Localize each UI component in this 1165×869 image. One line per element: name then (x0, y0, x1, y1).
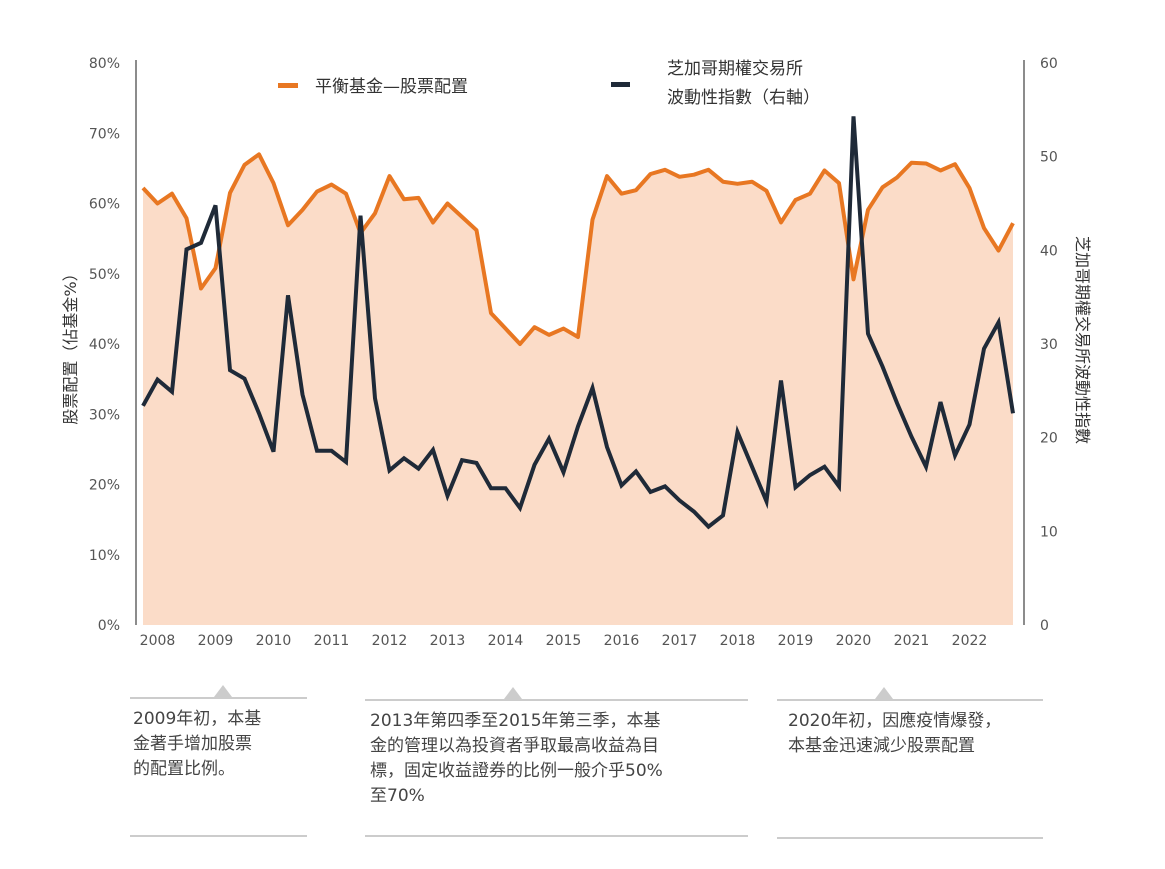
left-tick-label: 30% (89, 407, 120, 423)
x-tick-label: 2008 (140, 633, 176, 649)
x-tick-label: 2018 (720, 633, 756, 649)
left-tick-label: 50% (89, 267, 120, 283)
right-tick-label: 10 (1040, 524, 1058, 540)
x-tick-label: 2017 (662, 633, 698, 649)
annotation-text: 2009年初，本基 金著手增加股票 的配置比例。 (133, 709, 262, 779)
annotation-2020: 2020年初，因應疫情爆發， 本基金迅速減少股票配置 (777, 687, 1043, 839)
annotation-text: 2020年初，因應疫情爆發， 本基金迅速減少股票配置 (788, 711, 1002, 756)
x-tick-label: 2014 (488, 633, 524, 649)
right-tick-label: 40 (1040, 243, 1058, 259)
annotation-text: 2013年第四季至2015年第三季，本基 金的管理以為投資者爭取最高收益為目 標… (370, 711, 663, 806)
x-tick-label: 2009 (198, 633, 234, 649)
x-tick-label: 2020 (836, 633, 872, 649)
x-tick-label: 2012 (372, 633, 408, 649)
left-tick-label: 60% (89, 197, 120, 213)
right-tick-label: 20 (1040, 431, 1058, 447)
legend-label-vix-line1: 芝加哥期權交易所 (667, 59, 803, 79)
pointer-triangle-icon (504, 687, 522, 699)
legend-label-allocation: 平衡基金—股票配置 (315, 77, 468, 97)
pointer-triangle-icon (875, 687, 893, 699)
right-tick-label: 50 (1040, 150, 1058, 166)
x-tick-label: 2022 (952, 633, 988, 649)
x-tick-label: 2013 (430, 633, 466, 649)
left-tick-label: 40% (89, 337, 120, 353)
x-tick-label: 2021 (894, 633, 930, 649)
x-tick-label: 2019 (778, 633, 814, 649)
legend: 平衡基金—股票配置 芝加哥期權交易所 波動性指數（右軸） (278, 59, 820, 108)
left-tick-label: 80% (89, 56, 120, 72)
legend-swatch-allocation (278, 83, 298, 88)
right-tick-label: 0 (1040, 618, 1049, 634)
left-axis-title: 股票配置（佔基金%） (61, 265, 80, 424)
x-tick-label: 2011 (314, 633, 350, 649)
right-axis-title: 芝加哥期權交易所波動性指數 (1073, 236, 1092, 444)
x-tick-label: 2010 (256, 633, 292, 649)
left-tick-label: 10% (89, 548, 120, 564)
x-tick-label: 2016 (604, 633, 640, 649)
left-tick-label: 0% (98, 618, 120, 634)
allocation-area (143, 154, 1013, 625)
annotation-2009: 2009年初，本基 金著手增加股票 的配置比例。 (130, 685, 307, 837)
pointer-triangle-icon (214, 685, 232, 697)
left-tick-label: 70% (89, 126, 120, 142)
right-tick-label: 30 (1040, 337, 1058, 353)
right-tick-label: 60 (1040, 56, 1058, 72)
legend-swatch-vix (611, 82, 630, 87)
legend-label-vix-line2: 波動性指數（右軸） (667, 88, 820, 108)
x-tick-label: 2015 (546, 633, 582, 649)
left-tick-label: 20% (89, 478, 120, 494)
annotation-2013-2015: 2013年第四季至2015年第三季，本基 金的管理以為投資者爭取最高收益為目 標… (365, 687, 748, 837)
